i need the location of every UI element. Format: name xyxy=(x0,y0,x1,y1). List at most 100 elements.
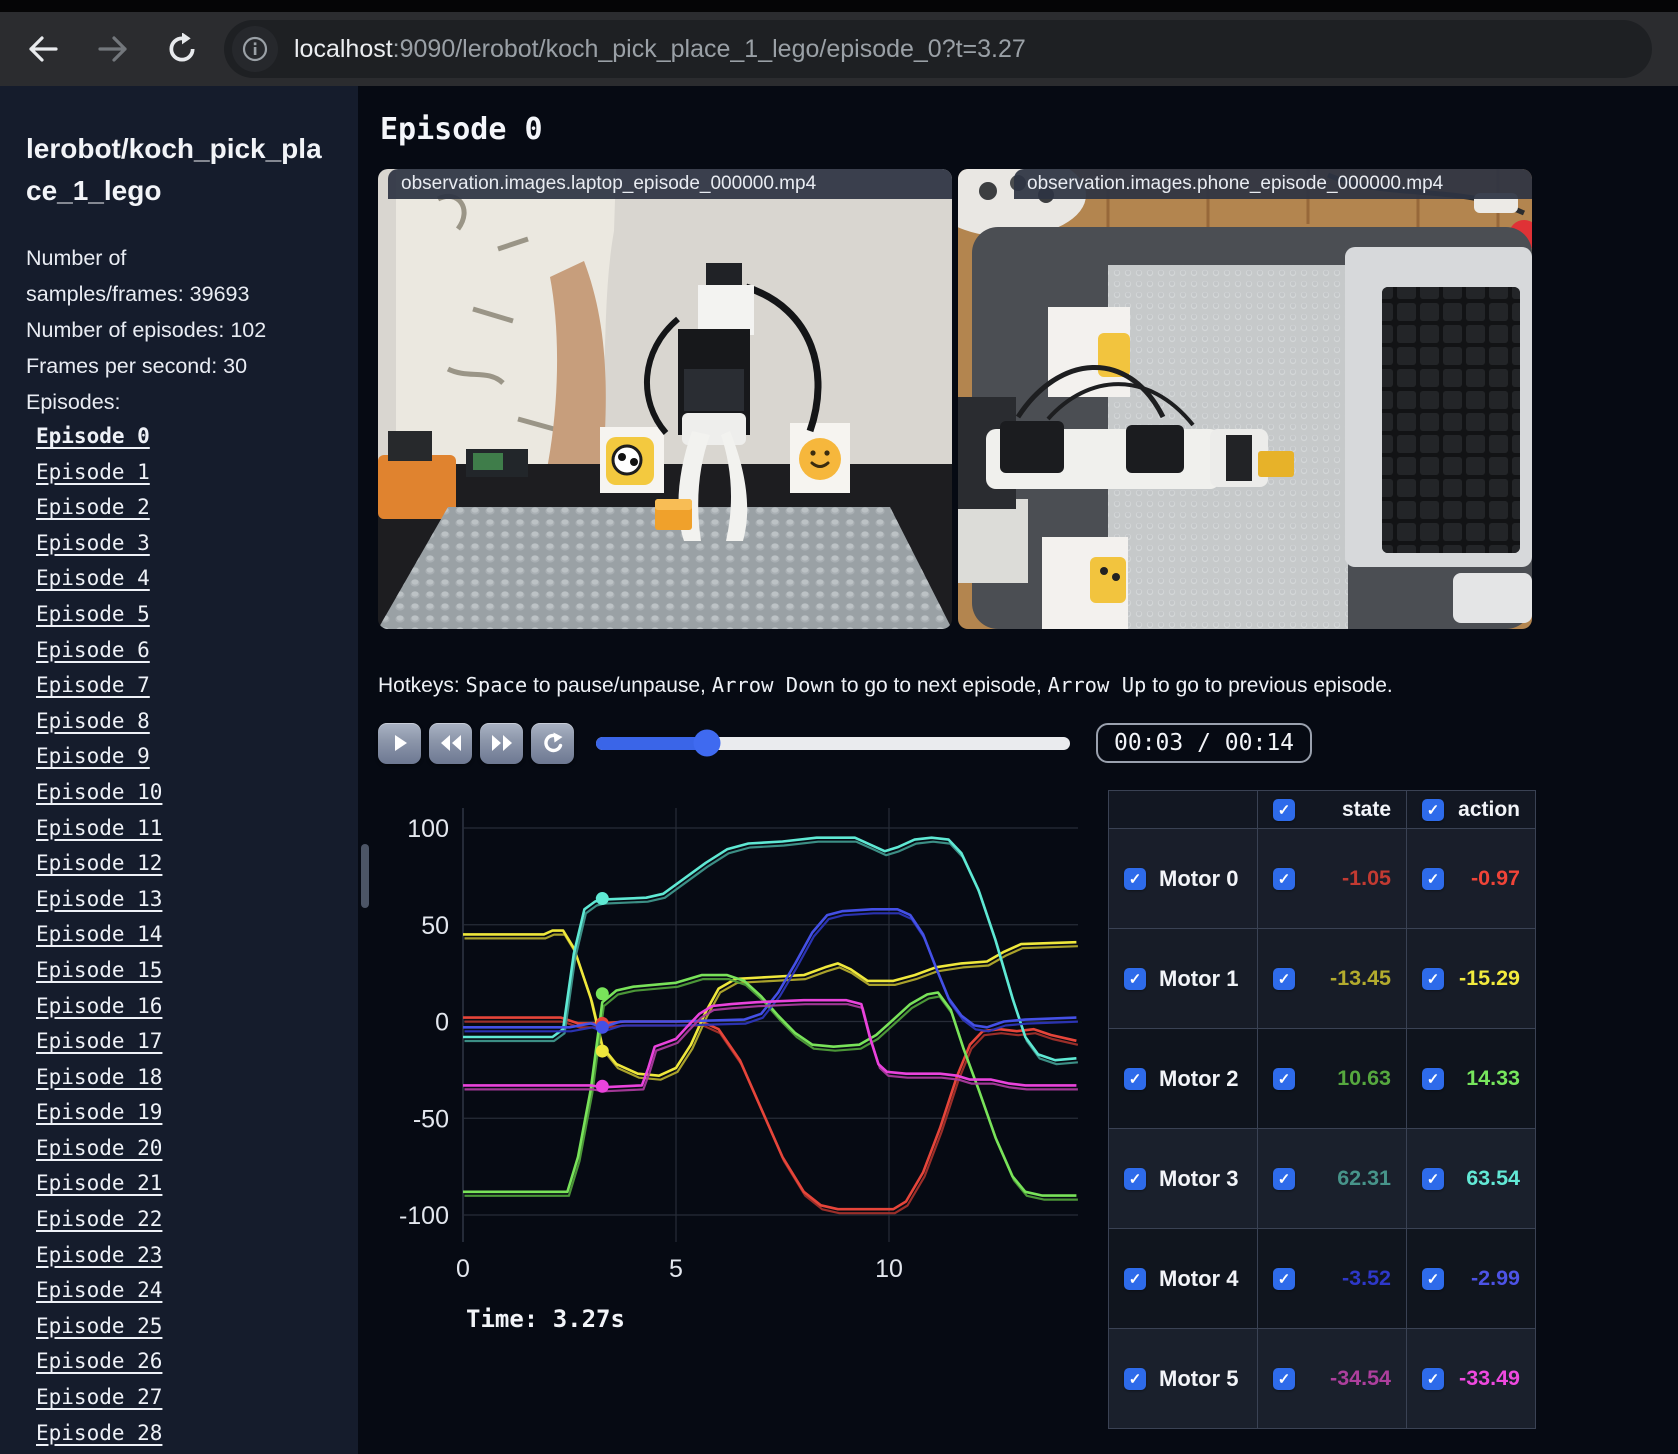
motor-label: Motor 5 xyxy=(1159,1365,1239,1391)
action-value-cell: ✓ 14.33 xyxy=(1406,1028,1536,1129)
stat-episodes: Number of episodes: 102 xyxy=(26,318,267,342)
sidebar-episode-link[interactable]: Episode 21 xyxy=(36,1171,163,1196)
sidebar-episode-link[interactable]: Episode 26 xyxy=(36,1349,163,1374)
header-action-cell: ✓ action xyxy=(1406,790,1536,829)
state-value-cell: ✓ -1.05 xyxy=(1257,828,1407,929)
svg-text:50: 50 xyxy=(421,912,449,940)
state-checkbox[interactable]: ✓ xyxy=(1273,1367,1295,1390)
action-value-cell: ✓ -2.99 xyxy=(1406,1228,1536,1329)
sidebar-episode-link[interactable]: Episode 14 xyxy=(36,922,163,947)
sidebar-episode-link[interactable]: Episode 0 xyxy=(36,424,150,448)
sidebar-episode-link[interactable]: Episode 22 xyxy=(36,1207,163,1232)
video-phone[interactable]: observation.images.phone_episode_000000.… xyxy=(958,169,1532,629)
episode-list-row: Episode 18 xyxy=(26,1061,337,1097)
sidebar-episode-link[interactable]: Episode 11 xyxy=(36,815,163,840)
reload-icon[interactable] xyxy=(166,33,198,65)
loop-button[interactable] xyxy=(531,722,574,764)
svg-text:0: 0 xyxy=(435,1009,449,1037)
action-checkbox[interactable]: ✓ xyxy=(1422,1167,1444,1190)
play-button[interactable] xyxy=(378,722,421,764)
motor-table: ✓ state ✓ action ✓ Motor 0 ✓ -1.05 ✓ -0.97 ✓ Mo xyxy=(1108,790,1536,1429)
playback-controls: 00:03 / 00:14 xyxy=(378,722,1678,764)
sidebar-episode-link[interactable]: Episode 1 xyxy=(36,459,150,484)
motor-row-checkbox[interactable]: ✓ xyxy=(1124,967,1146,990)
sidebar-episode-link[interactable]: Episode 15 xyxy=(36,957,163,982)
state-checkbox[interactable]: ✓ xyxy=(1273,1167,1295,1190)
episode-list-row: Episode 11 xyxy=(26,812,337,848)
sidebar-episode-link[interactable]: Episode 12 xyxy=(36,851,163,876)
motor-label: Motor 4 xyxy=(1159,1265,1239,1291)
episode-list-row: Episode 27 xyxy=(26,1381,337,1417)
motor-chart: 0 5 10 100 50 0 -50 -100 Time: 3.27s xyxy=(378,790,1090,1360)
state-checkbox[interactable]: ✓ xyxy=(1273,1067,1295,1090)
url-bar[interactable]: localhost:9090/lerobot/koch_pick_place_1… xyxy=(224,20,1652,78)
fast-forward-icon xyxy=(491,735,512,751)
episode-list-row: Episode 28 xyxy=(26,1417,337,1453)
action-checkbox[interactable]: ✓ xyxy=(1422,967,1444,990)
sidebar-episode-link[interactable]: Episode 3 xyxy=(36,530,150,555)
video-laptop[interactable]: observation.images.laptop_episode_000000… xyxy=(378,169,952,629)
main-content: Episode 0 xyxy=(358,86,1678,1454)
sidebar-episode-link[interactable]: Episode 17 xyxy=(36,1029,163,1054)
motor-label: Motor 0 xyxy=(1159,865,1239,891)
back-icon[interactable] xyxy=(26,34,60,64)
sidebar-episode-link[interactable]: Episode 23 xyxy=(36,1242,163,1267)
forward-icon[interactable] xyxy=(96,34,130,64)
rewind-button[interactable] xyxy=(429,722,472,764)
motor-row-checkbox[interactable]: ✓ xyxy=(1124,1267,1146,1290)
action-value: -15.29 xyxy=(1459,966,1520,990)
episode-list-row: Episode 15 xyxy=(26,954,337,990)
sidebar-episode-link[interactable]: Episode 16 xyxy=(36,993,163,1018)
play-icon xyxy=(394,735,407,751)
sidebar-episode-link[interactable]: Episode 7 xyxy=(36,673,150,698)
sidebar-episode-link[interactable]: Episode 18 xyxy=(36,1064,163,1089)
sidebar-episode-link[interactable]: Episode 8 xyxy=(36,708,150,733)
sidebar-episode-link[interactable]: Episode 2 xyxy=(36,495,150,520)
hotkeys-line: Hotkeys: Space to pause/unpause, Arrow D… xyxy=(378,673,1678,698)
state-checkbox[interactable]: ✓ xyxy=(1273,967,1295,990)
episode-list-row: Episode 17 xyxy=(26,1025,337,1061)
url-host: localhost xyxy=(294,34,393,63)
episode-list-row: Episode 5 xyxy=(26,598,337,634)
motor-label: Motor 1 xyxy=(1159,965,1239,991)
header-state-cell: ✓ state xyxy=(1257,790,1407,829)
stat-samples: Number of samples/frames: 39693 xyxy=(26,246,250,306)
action-checkbox[interactable]: ✓ xyxy=(1422,1067,1444,1090)
sidebar-episode-link[interactable]: Episode 20 xyxy=(36,1135,163,1160)
state-value-cell: ✓ 10.63 xyxy=(1257,1028,1407,1129)
sidebar-episode-link[interactable]: Episode 24 xyxy=(36,1278,163,1303)
state-column-checkbox[interactable]: ✓ xyxy=(1273,798,1295,821)
motor-label-cell: ✓ Motor 1 xyxy=(1108,928,1258,1029)
sidebar-episode-link[interactable]: Episode 13 xyxy=(36,886,163,911)
action-checkbox[interactable]: ✓ xyxy=(1422,1367,1444,1390)
sidebar-episode-link[interactable]: Episode 10 xyxy=(36,779,163,804)
chart-canvas: 0 5 10 100 50 0 -50 -100 Time: 3.27s xyxy=(399,808,1079,1333)
sidebar-episode-link[interactable]: Episode 4 xyxy=(36,566,150,591)
state-checkbox[interactable]: ✓ xyxy=(1273,867,1295,890)
scrollbar-thumb[interactable] xyxy=(361,844,369,908)
sidebar-episode-link[interactable]: Episode 5 xyxy=(36,601,150,626)
motor-row-checkbox[interactable]: ✓ xyxy=(1124,867,1146,890)
sidebar-episode-link[interactable]: Episode 19 xyxy=(36,1100,163,1125)
motor-row-checkbox[interactable]: ✓ xyxy=(1124,1067,1146,1090)
site-info-icon[interactable] xyxy=(232,26,278,72)
action-checkbox[interactable]: ✓ xyxy=(1422,1267,1444,1290)
sidebar-episode-link[interactable]: Episode 25 xyxy=(36,1313,163,1338)
state-checkbox[interactable]: ✓ xyxy=(1273,1267,1295,1290)
action-column-checkbox[interactable]: ✓ xyxy=(1422,798,1444,821)
seek-slider[interactable] xyxy=(596,729,1070,757)
episode-list-row: Episode 3 xyxy=(26,527,337,563)
sidebar-episode-link[interactable]: Episode 9 xyxy=(36,744,150,769)
state-value-cell: ✓ -3.52 xyxy=(1257,1228,1407,1329)
action-checkbox[interactable]: ✓ xyxy=(1422,867,1444,890)
sidebar-episode-link[interactable]: Episode 6 xyxy=(36,637,150,662)
svg-text:0: 0 xyxy=(456,1255,470,1283)
state-value: 10.63 xyxy=(1337,1066,1391,1090)
sidebar-episode-link[interactable]: Episode 27 xyxy=(36,1385,163,1410)
motor-row-checkbox[interactable]: ✓ xyxy=(1124,1167,1146,1190)
slider-thumb[interactable] xyxy=(693,729,721,757)
sidebar-episode-link[interactable]: Episode 28 xyxy=(36,1420,163,1445)
motor-row-checkbox[interactable]: ✓ xyxy=(1124,1367,1146,1390)
fast-forward-button[interactable] xyxy=(480,722,523,764)
svg-text:Time: 3.27s: Time: 3.27s xyxy=(466,1305,625,1333)
